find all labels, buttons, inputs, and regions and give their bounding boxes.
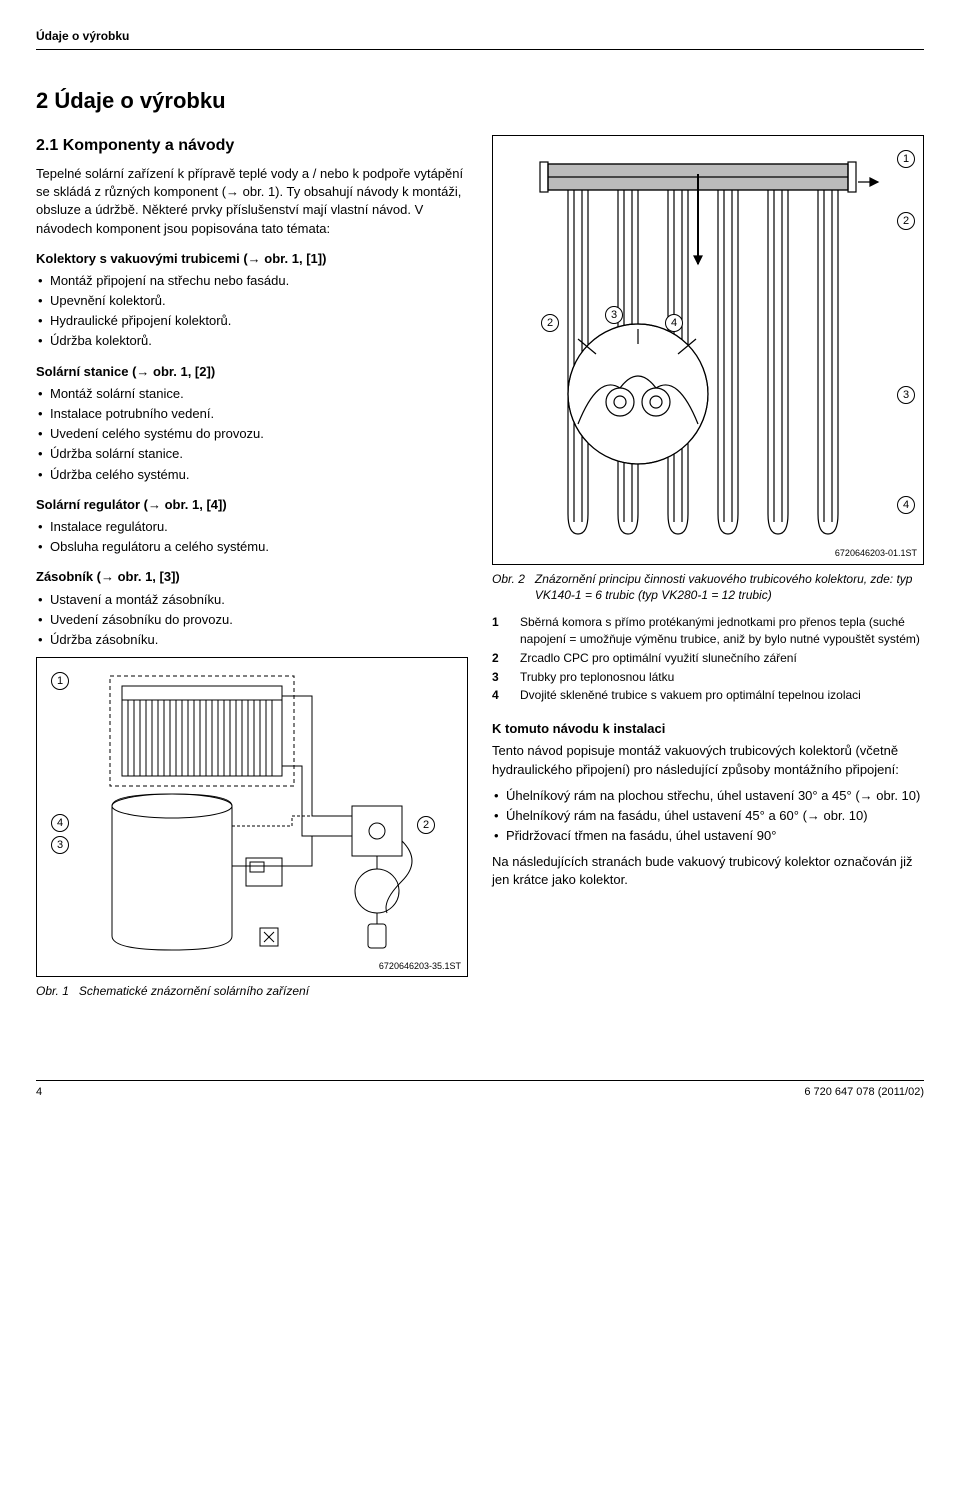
fig2-callout-1: 1	[897, 150, 915, 168]
page-footer: 4 6 720 647 078 (2011/02)	[36, 1080, 924, 1100]
list-item: Hydraulické připojení kolektorů.	[36, 312, 468, 330]
running-header-text: Údaje o výrobku	[36, 29, 129, 43]
fig2-callout-4: 4	[665, 314, 683, 332]
legend-row: 2Zrcadlo CPC pro optimální využití slune…	[492, 650, 924, 667]
list-item: Údržba kolektorů.	[36, 332, 468, 350]
fig2-callout-3-outer: 3	[897, 386, 915, 404]
fig1-id: 6720646203-35.1ST	[379, 960, 461, 973]
group-3-list: Ustavení a montáž zásobníku. Uvedení zás…	[36, 591, 468, 650]
list-item: Instalace potrubního vedení.	[36, 405, 468, 423]
list-item: Údržba zásobníku.	[36, 631, 468, 649]
fig1-callout-1: 1	[51, 672, 69, 690]
fig2-caption-label: Obr. 2	[492, 571, 525, 605]
legend-row: 1Sběrná komora s přímo protékanými jedno…	[492, 614, 924, 648]
group-0: Kolektory s vakuovými trubicemi (→ obr. …	[36, 250, 468, 351]
afterfig-heading: K tomuto návodu k instalaci	[492, 720, 924, 738]
afterfig-list: Úhelníkový rám na plochou střechu, úhel …	[492, 787, 924, 846]
group-1-list: Montáž solární stanice. Instalace potrub…	[36, 385, 468, 484]
left-column: 2.1 Komponenty a návody Tepelné solární …	[36, 135, 468, 1010]
right-column: 1 2 3 4 2 3 4 6720646203-01.1ST Obr. 2 Z…	[492, 135, 924, 1010]
afterfig-para2: Na následujících stranách bude vakuový t…	[492, 853, 924, 889]
group-2-list: Instalace regulátoru. Obsluha regulátoru…	[36, 518, 468, 556]
page-number: 4	[36, 1085, 42, 1100]
fig1-caption-text: Schematické znázornění solárního zařízen…	[79, 983, 309, 1000]
group-2-title: Solární regulátor (→ obr. 1, [4])	[36, 496, 468, 514]
list-item: Instalace regulátoru.	[36, 518, 468, 536]
figure-2-svg	[501, 144, 915, 554]
list-item: Přidržovací třmen na fasádu, úhel ustave…	[492, 827, 924, 845]
group-3-title: Zásobník (→ obr. 1, [3])	[36, 568, 468, 586]
fig2-id: 6720646203-01.1ST	[835, 547, 917, 560]
group-0-list: Montáž připojení na střechu nebo fasádu.…	[36, 272, 468, 351]
list-item: Montáž solární stanice.	[36, 385, 468, 403]
subsection-title: 2.1 Komponenty a návody	[36, 135, 468, 157]
fig2-legend: 1Sběrná komora s přímo protékanými jedno…	[492, 614, 924, 704]
main-columns: 2.1 Komponenty a návody Tepelné solární …	[36, 135, 924, 1010]
list-item: Uvedení celého systému do provozu.	[36, 425, 468, 443]
legend-row: 3Trubky pro teplonosnou látku	[492, 669, 924, 686]
list-item: Údržba solární stanice.	[36, 445, 468, 463]
fig2-callout-4-outer: 4	[897, 496, 915, 514]
doc-number: 6 720 647 078 (2011/02)	[804, 1085, 924, 1100]
list-item: Úhelníkový rám na fasádu, úhel ustavení …	[492, 807, 924, 825]
group-3: Zásobník (→ obr. 1, [3]) Ustavení a mont…	[36, 568, 468, 649]
group-1-title: Solární stanice (→ obr. 1, [2])	[36, 363, 468, 381]
group-0-title: Kolektory s vakuovými trubicemi (→ obr. …	[36, 250, 468, 268]
fig2-caption: Obr. 2 Znázornění principu činnosti vaku…	[492, 571, 924, 605]
list-item: Údržba celého systému.	[36, 466, 468, 484]
list-item: Úhelníkový rám na plochou střechu, úhel …	[492, 787, 924, 805]
list-item: Obsluha regulátoru a celého systému.	[36, 538, 468, 556]
fig2-caption-text: Znázornění principu činnosti vakuového t…	[535, 571, 924, 605]
fig1-callout-2: 2	[417, 816, 435, 834]
list-item: Upevnění kolektorů.	[36, 292, 468, 310]
group-1: Solární stanice (→ obr. 1, [2]) Montáž s…	[36, 363, 468, 484]
fig2-callout-2: 2	[541, 314, 559, 332]
figure-1-box: 1 2 3 4 6720646203-35.1ST	[36, 657, 468, 977]
legend-row: 4Dvojité skleněné trubice s vakuem pro o…	[492, 687, 924, 704]
group-2: Solární regulátor (→ obr. 1, [4]) Instal…	[36, 496, 468, 557]
afterfig-para1: Tento návod popisuje montáž vakuových tr…	[492, 742, 924, 778]
list-item: Uvedení zásobníku do provozu.	[36, 611, 468, 629]
fig1-callout-4: 4	[51, 814, 69, 832]
running-header: Údaje o výrobku	[36, 28, 924, 50]
fig1-callout-3: 3	[51, 836, 69, 854]
fig1-caption-label: Obr. 1	[36, 983, 69, 1000]
figure-1-svg	[45, 666, 459, 966]
list-item: Ustavení a montáž zásobníku.	[36, 591, 468, 609]
intro-paragraph: Tepelné solární zařízení k přípravě tepl…	[36, 165, 468, 238]
list-item: Montáž připojení na střechu nebo fasádu.	[36, 272, 468, 290]
fig1-caption: Obr. 1 Schematické znázornění solárního …	[36, 983, 468, 1000]
fig2-callout-2-outer: 2	[897, 212, 915, 230]
section-title: 2 Údaje o výrobku	[36, 86, 924, 117]
fig2-callout-3: 3	[605, 306, 623, 324]
figure-2-box: 1 2 3 4 2 3 4 6720646203-01.1ST	[492, 135, 924, 565]
